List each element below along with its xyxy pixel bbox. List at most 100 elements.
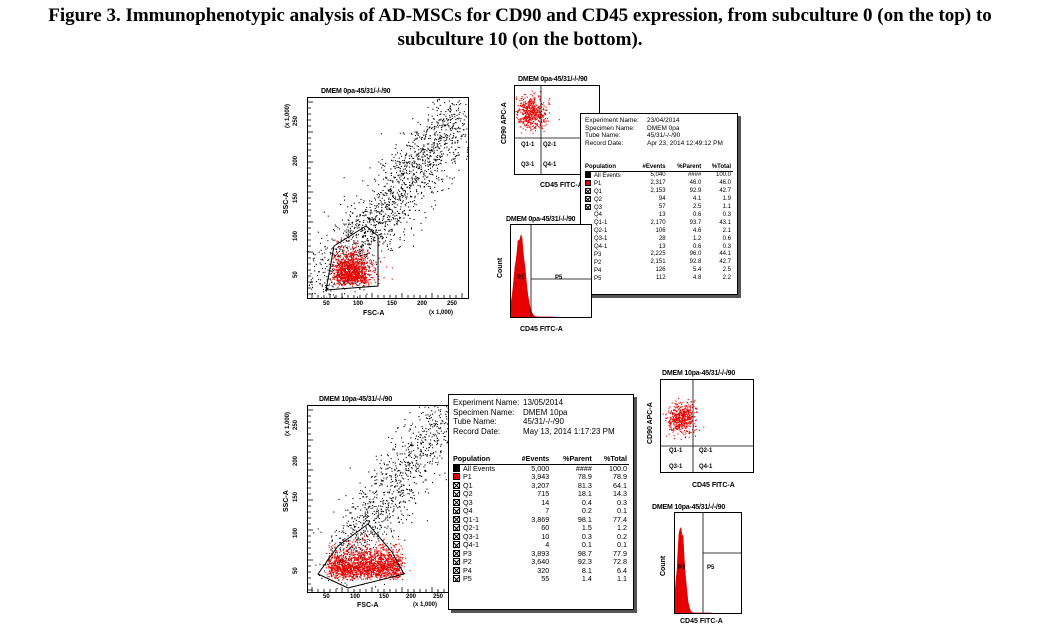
event-dot bbox=[328, 562, 330, 564]
event-dot bbox=[411, 179, 413, 181]
event-dot bbox=[388, 190, 390, 192]
event-dot bbox=[346, 264, 348, 266]
event-dot bbox=[338, 267, 340, 269]
event-dot bbox=[339, 271, 341, 273]
event-dot bbox=[399, 453, 401, 455]
event-dot bbox=[359, 284, 361, 286]
event-dot bbox=[375, 541, 377, 543]
event-dot bbox=[409, 570, 411, 572]
event-dot bbox=[433, 423, 435, 425]
event-dot bbox=[368, 544, 370, 546]
event-dot bbox=[356, 278, 358, 280]
event-dot bbox=[365, 279, 367, 281]
event-dot bbox=[423, 144, 425, 146]
event-dot bbox=[388, 461, 390, 463]
event-dot bbox=[371, 261, 373, 263]
event-dot bbox=[345, 212, 347, 214]
event-dot bbox=[361, 276, 363, 278]
event-dot bbox=[333, 274, 335, 276]
event-dot bbox=[369, 502, 371, 504]
event-dot bbox=[411, 443, 413, 445]
event-dot bbox=[371, 476, 373, 478]
event-dot bbox=[347, 262, 349, 264]
event-dot bbox=[395, 431, 397, 433]
event-dot bbox=[363, 516, 365, 518]
event-dot bbox=[423, 149, 425, 151]
event-dot bbox=[525, 124, 527, 126]
event-dot bbox=[392, 217, 394, 219]
event-dot bbox=[428, 420, 430, 422]
event-dot bbox=[348, 544, 350, 546]
event-dot bbox=[348, 268, 350, 270]
event-dot bbox=[370, 560, 372, 562]
event-dot bbox=[313, 532, 315, 534]
event-dot bbox=[341, 279, 343, 281]
event-dot bbox=[416, 165, 418, 167]
top-scatter-xlabel: FSC-A bbox=[363, 310, 385, 317]
event-dot bbox=[520, 121, 522, 123]
event-dot bbox=[369, 247, 371, 249]
event-dot bbox=[416, 154, 418, 156]
event-dot bbox=[416, 153, 418, 155]
event-dot bbox=[404, 157, 406, 159]
event-dot bbox=[359, 482, 361, 484]
event-dot bbox=[378, 203, 380, 205]
event-dot bbox=[347, 279, 349, 281]
event-dot bbox=[339, 256, 341, 258]
event-dot bbox=[392, 515, 394, 517]
event-dot bbox=[404, 418, 406, 420]
event-dot bbox=[447, 120, 449, 122]
event-dot bbox=[421, 439, 423, 441]
event-dot bbox=[443, 118, 445, 120]
event-dot bbox=[437, 424, 439, 426]
event-dot bbox=[352, 279, 354, 281]
event-dot bbox=[394, 462, 396, 464]
event-dot bbox=[530, 128, 532, 130]
event-dot bbox=[342, 287, 344, 289]
event-dot bbox=[360, 282, 362, 284]
event-dot bbox=[430, 417, 432, 419]
event-dot bbox=[331, 285, 333, 287]
event-dot bbox=[379, 528, 381, 530]
event-dot bbox=[347, 573, 349, 575]
event-dot bbox=[438, 177, 440, 179]
event-dot bbox=[440, 160, 442, 162]
event-dot bbox=[341, 270, 343, 272]
event-dot bbox=[344, 577, 346, 579]
event-dot bbox=[523, 104, 525, 106]
top-scatter-ytick: 150 bbox=[293, 192, 299, 203]
event-dot bbox=[365, 210, 367, 212]
event-dot bbox=[421, 425, 423, 427]
event-dot bbox=[406, 469, 408, 471]
event-dot bbox=[353, 269, 355, 271]
event-dot bbox=[388, 552, 390, 554]
event-dot bbox=[437, 190, 439, 192]
event-dot bbox=[381, 235, 383, 237]
table-cell: 42.7 bbox=[719, 188, 731, 195]
event-dot bbox=[351, 257, 353, 259]
event-dot bbox=[338, 275, 340, 277]
event-dot bbox=[359, 254, 361, 256]
event-dot bbox=[531, 117, 533, 119]
event-dot bbox=[359, 280, 361, 282]
event-dot bbox=[376, 572, 378, 574]
event-dot bbox=[383, 570, 385, 572]
event-dot bbox=[411, 522, 413, 524]
event-dot bbox=[398, 161, 400, 163]
event-dot bbox=[532, 108, 534, 110]
event-dot bbox=[421, 170, 423, 172]
event-dot bbox=[389, 215, 391, 217]
event-dot bbox=[431, 144, 433, 146]
event-dot bbox=[519, 109, 521, 111]
event-dot bbox=[350, 260, 352, 262]
event-dot bbox=[410, 227, 412, 229]
event-dot bbox=[403, 183, 405, 185]
event-dot bbox=[374, 560, 376, 562]
event-dot bbox=[376, 527, 378, 529]
event-dot bbox=[359, 541, 361, 543]
event-dot bbox=[349, 223, 351, 225]
event-dot bbox=[451, 114, 453, 116]
event-dot bbox=[357, 264, 359, 266]
event-dot bbox=[444, 102, 446, 104]
event-dot bbox=[379, 261, 381, 263]
